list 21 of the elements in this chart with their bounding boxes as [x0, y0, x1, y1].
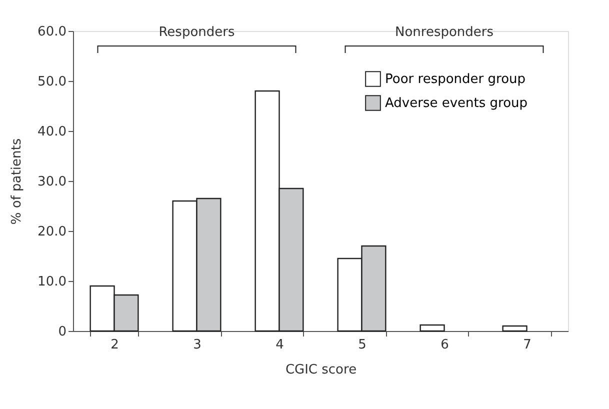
x-tick-label: 6 [440, 338, 449, 352]
x-tick-label: 3 [193, 338, 202, 352]
y-tick-label: 60.0 [38, 24, 66, 40]
annotation: Nonresponders [394, 25, 494, 40]
x-tick-label: 2 [110, 338, 119, 352]
y-tick-label: 0 [58, 324, 66, 340]
x-tick-label: 7 [523, 338, 532, 352]
bar [502, 325, 528, 332]
x-tick-label: 4 [276, 338, 284, 352]
y-tick-label: 40.0 [38, 124, 66, 140]
y-tick-label: 50.0 [38, 74, 66, 90]
y-tick-label: 20.0 [38, 224, 66, 240]
bar [420, 324, 445, 332]
y-axis-title: % of patients [10, 138, 25, 225]
y-tick-label: 30.0 [38, 174, 66, 190]
x-tick-label: 5 [358, 338, 366, 352]
y-tick-label: 10.0 [38, 274, 66, 290]
x-axis-title: CGIC score [285, 362, 357, 378]
legend-label: Adverse events group [385, 96, 528, 111]
legend-label: Poor responder group [385, 72, 526, 87]
annotation: Responders [158, 25, 235, 40]
